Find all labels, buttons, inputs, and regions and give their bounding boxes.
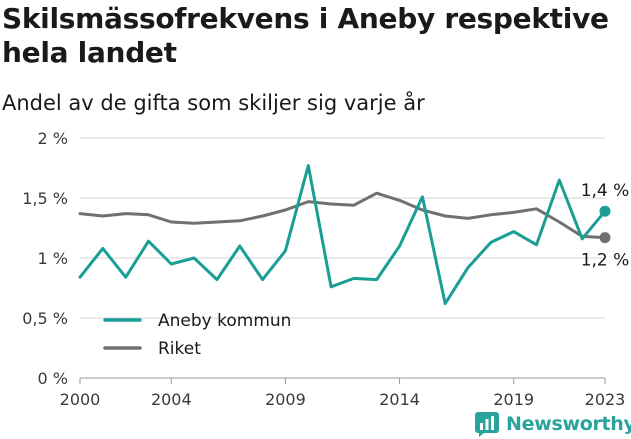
x-tick-label: 2014 xyxy=(379,390,420,409)
x-tick-label: 2023 xyxy=(585,390,626,409)
y-tick-label: 0,5 % xyxy=(22,309,68,328)
x-tick-label: 2000 xyxy=(60,390,101,409)
series-end-point-aneby xyxy=(599,205,611,217)
series-line-riket xyxy=(78,191,607,240)
newsworthy-logo-icon xyxy=(475,412,499,437)
y-tick-label: 2 % xyxy=(38,129,68,148)
legend-label-riket: Riket xyxy=(158,339,201,359)
chart-title: Skilsmässofrekvens i Aneby respektive he… xyxy=(2,2,609,69)
x-tick-label: 2019 xyxy=(493,390,534,409)
brand-logo: Newsworthy xyxy=(474,409,631,439)
series-line-aneby xyxy=(78,164,607,306)
y-tick-label: 1,5 % xyxy=(22,189,68,208)
data-label-aneby: 1,4 % xyxy=(581,181,630,201)
x-tick-label: 2009 xyxy=(265,390,306,409)
data-label-riket: 1,2 % xyxy=(581,251,630,271)
series-end-point-riket xyxy=(599,232,611,244)
brand-name: Newsworthy xyxy=(506,413,631,435)
legend-label-aneby: Aneby kommun xyxy=(158,311,291,331)
y-tick-label: 1 % xyxy=(38,249,68,268)
x-tick-label: 2004 xyxy=(151,390,192,409)
y-tick-label: 0 % xyxy=(38,369,68,388)
chart-subtitle: Andel av de gifta som skiljer sig varje … xyxy=(2,91,425,115)
